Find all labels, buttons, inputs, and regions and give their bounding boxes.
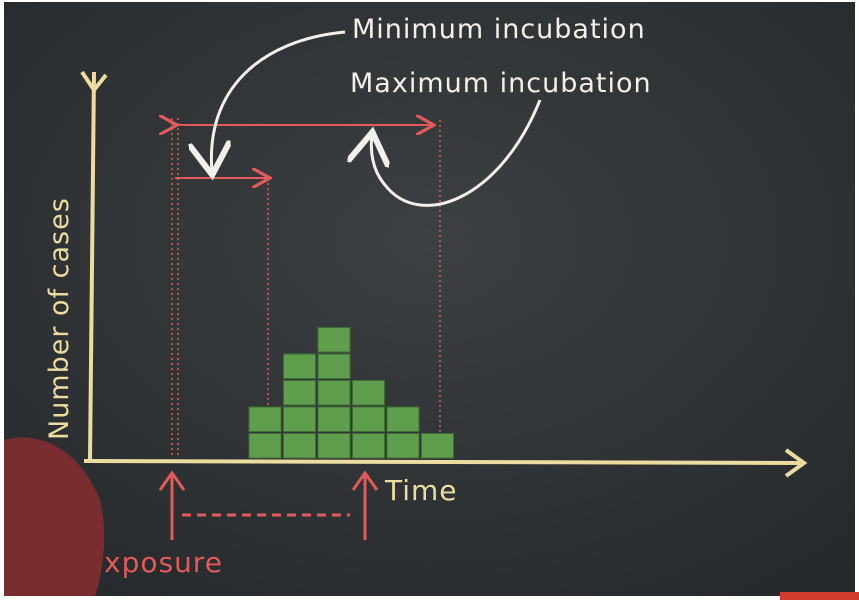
x-axis-label: Time — [384, 474, 458, 507]
person-shoulder — [4, 437, 105, 596]
case-column — [317, 327, 351, 459]
case-square — [386, 433, 420, 459]
case-square — [386, 406, 420, 432]
case-square — [421, 433, 454, 459]
case-square — [317, 353, 351, 379]
case-square — [283, 353, 316, 379]
y-axis — [88, 71, 96, 461]
min-pointer — [211, 30, 346, 172]
guides — [171, 118, 441, 458]
case-column — [248, 406, 282, 459]
case-square — [317, 327, 351, 353]
x-arrow — [784, 448, 808, 478]
y-axis-label: Number of cases — [44, 197, 75, 440]
case-square — [248, 406, 282, 432]
case-square — [283, 433, 316, 459]
max-pointer — [371, 99, 542, 207]
x-axis — [83, 459, 801, 465]
case-column — [386, 406, 420, 459]
exposure-label: xposure — [104, 546, 223, 579]
case-column — [283, 353, 316, 459]
case-column — [352, 380, 385, 459]
case-square — [317, 433, 351, 459]
max-label: Maximum incubation — [350, 68, 652, 99]
case-square — [317, 406, 351, 432]
case-square — [248, 433, 282, 459]
case-square — [317, 380, 351, 406]
y-arrow — [80, 70, 108, 94]
min-label: Minimum incubation — [352, 14, 646, 45]
board — [4, 2, 855, 596]
case-square — [283, 406, 316, 432]
epidemic-curve — [248, 327, 454, 459]
case-square — [352, 380, 385, 406]
case-square — [283, 380, 316, 406]
red-strip — [780, 592, 859, 600]
exposure-arrows — [158, 470, 379, 540]
case-column — [421, 433, 454, 459]
case-square — [352, 433, 385, 459]
case-square — [352, 406, 385, 432]
